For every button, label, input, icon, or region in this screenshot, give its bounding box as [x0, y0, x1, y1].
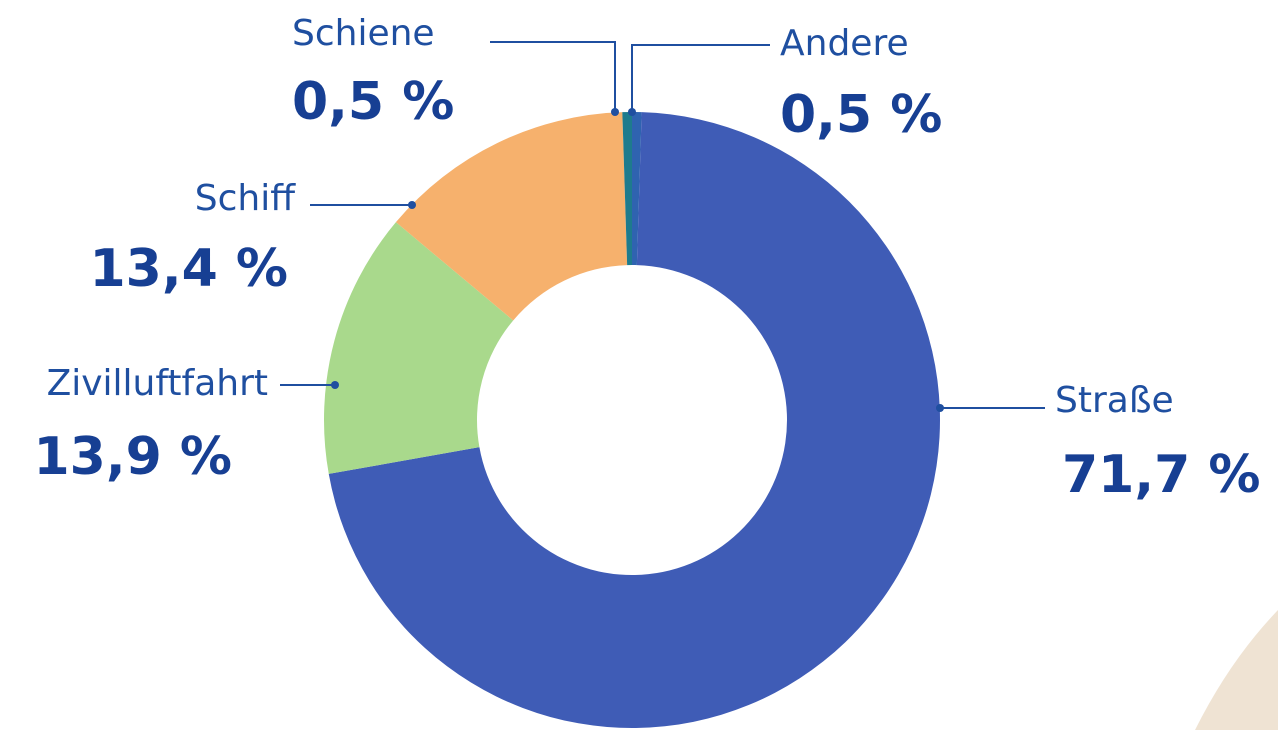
leader-dot: [408, 201, 416, 209]
slice-value: 71,7 %: [1062, 445, 1261, 505]
slice-value: 0,5 %: [780, 85, 942, 145]
leader-line: [490, 42, 615, 112]
slice-name: Schiff: [195, 178, 296, 219]
chart: Andere 0,5 % Straße 71,7 % Zivilluftfahrt 13,…: [0, 0, 1278, 730]
slice-name: Straße: [1055, 380, 1174, 421]
decoration: [1195, 610, 1278, 730]
slice-value: 13,9 %: [33, 427, 232, 487]
leader-dot: [611, 108, 619, 116]
slice-name: Andere: [780, 23, 909, 64]
leader-dot: [628, 108, 636, 116]
leader-dot: [936, 404, 944, 412]
slice-value: 13,4 %: [89, 239, 288, 299]
slice-name: Schiene: [292, 13, 435, 54]
slice-name: Zivilluftfahrt: [47, 363, 268, 404]
leader-dot: [331, 381, 339, 389]
slice-value: 0,5 %: [292, 72, 454, 132]
leader-line: [632, 45, 770, 112]
